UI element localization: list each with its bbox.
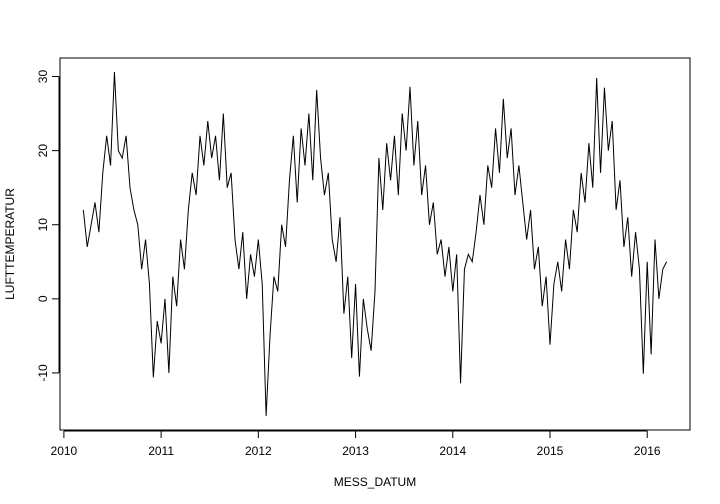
data-line: [82, 72, 668, 416]
x-tick-label: 2012: [245, 444, 272, 458]
x-tick-label: 2015: [537, 444, 564, 458]
y-tick-label: 0: [36, 295, 50, 302]
y-tick-label: -10: [36, 364, 50, 382]
x-tick-label: 2010: [51, 444, 78, 458]
plot-box: [59, 57, 691, 431]
x-tick-label: 2014: [439, 444, 466, 458]
x-tick-label: 2016: [634, 444, 661, 458]
x-tick-label: 2013: [342, 444, 369, 458]
x-axis-label: MESS_DATUM: [334, 475, 416, 489]
y-axis-label: LUFTTEMPERATUR: [3, 188, 17, 300]
y-tick-label: 20: [36, 144, 50, 158]
x-tick-label: 2011: [148, 444, 174, 458]
y-tick-label: 30: [36, 70, 50, 84]
y-tick-label: 10: [36, 218, 50, 232]
